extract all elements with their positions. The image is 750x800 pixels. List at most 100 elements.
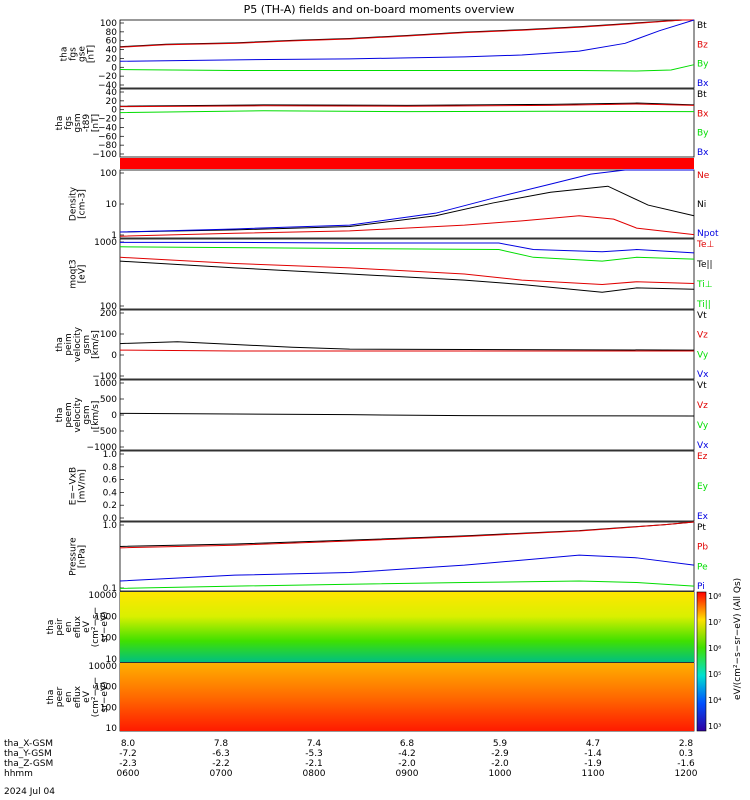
legend-Vx: Vx <box>697 370 709 380</box>
legend-Vz: Vz <box>697 401 708 411</box>
legend-Npot: Npot <box>697 229 719 239</box>
ylabel-line: gsm <box>82 405 92 424</box>
xlabel-value: -5.3 <box>305 749 323 759</box>
ylabel-line: sr−eV) <box>100 611 110 642</box>
legend-Ti⊥: Ti⊥ <box>696 280 713 290</box>
ylabel-line: velocity <box>73 397 83 433</box>
legend-Vy: Vy <box>697 421 709 431</box>
series-By <box>119 64 695 72</box>
legend-Ey: Ey <box>697 482 709 492</box>
ytick-label: 40 <box>106 88 118 98</box>
panel-frame <box>119 309 695 380</box>
colorbar-tick: 10⁵ <box>708 670 721 679</box>
series-Bt <box>119 19 694 48</box>
legend-Pb: Pb <box>697 543 708 553</box>
ylabel-line: peim <box>64 333 74 356</box>
xlabel-value: 1100 <box>582 769 605 779</box>
panel-peim_velocity: 200 100 0 −100 tha peim velocity gsm [km/s] Vt Vz V… <box>55 309 709 382</box>
series-Pt <box>119 521 695 547</box>
ytick-label: 100 <box>100 634 117 644</box>
colorbar-label: eV/(cm²−s−sr−eV) (All Qs) <box>733 578 743 700</box>
ytick-label: −60 <box>98 132 117 142</box>
colorbar-tick: 10⁶ <box>708 644 721 653</box>
legend-Vt: Vt <box>697 311 707 321</box>
series-Pi <box>119 554 695 582</box>
panel-efield: 1.0 0.8 0.6 0.4 0.2 0.0 E=−VxB [mV/m] Ez Ey Ex <box>69 450 709 524</box>
colorbar-tick: 10³ <box>708 722 721 731</box>
ylabel-line: [nT] <box>87 45 97 63</box>
ytick-label: 40 <box>106 46 118 56</box>
xlabel-row-name: tha_Z-GSM <box>4 759 53 769</box>
date-label: 2024 Jul 04 <box>4 787 55 797</box>
panel-density: 100 10 1 Density [cm-3] Ne Ni Npot <box>69 169 719 241</box>
legend-Ez: Ez <box>697 452 708 462</box>
ylabel-line: eflux <box>73 615 83 638</box>
xlabel-value: 0800 <box>303 769 326 779</box>
panel-frame <box>119 19 695 89</box>
ylabel-line: fgs <box>64 116 74 130</box>
flag-bar <box>120 158 694 169</box>
ylabel-line: tha <box>55 408 65 423</box>
ytick-label: 0.1 <box>103 584 117 594</box>
ylabel-line: eflux <box>73 685 83 708</box>
ytick-label: 0 <box>111 351 117 361</box>
xlabel-value: 1000 <box>489 769 512 779</box>
ytick-label: 500 <box>100 395 117 405</box>
ylabel-line: peer <box>55 686 65 707</box>
panel-frame <box>119 238 695 310</box>
legend-Vy: Vy <box>697 350 709 360</box>
ylabel-line: [nPa] <box>78 545 88 568</box>
ytick-label: 20 <box>106 54 118 64</box>
xlabel-value: -1.9 <box>584 759 602 769</box>
xlabel-value: 4.7 <box>586 739 600 749</box>
xlabel-value: -1.4 <box>584 749 602 759</box>
legend-Bt: Bt <box>697 90 707 100</box>
series-Ne <box>119 215 695 237</box>
ytick-label: −500 <box>92 427 117 437</box>
series-Npot <box>119 169 694 233</box>
ylabel-line: tha <box>46 690 56 705</box>
xlabel-value: -6.3 <box>212 749 230 759</box>
ylabel-line: peir <box>55 618 65 636</box>
legend-Pe: Pe <box>697 562 708 572</box>
ytick-label: 1.0 <box>103 450 118 460</box>
legend-By: By <box>697 60 709 70</box>
xlabel-value: -2.9 <box>491 749 509 759</box>
series-Ti|| <box>119 246 695 262</box>
ylabel-line: tha <box>60 47 70 62</box>
xlabel-value: 8.0 <box>121 739 136 749</box>
legend-Bx: Bx <box>697 79 709 89</box>
ylabel-line: en <box>64 691 74 702</box>
series-Ti⊥ <box>120 241 695 254</box>
legend-Ni: Ni <box>697 200 706 210</box>
xlabel-value: 5.9 <box>493 739 508 749</box>
ytick-label: 10 <box>106 200 118 210</box>
xlabel-value: -2.0 <box>491 759 509 769</box>
ytick-label: −20 <box>98 72 117 82</box>
ylabel-line: [nT] <box>91 114 101 132</box>
panel-peem_velocity: 1000 500 0 −500 −1000 tha peem velocity gsm [km/s… <box>55 379 709 453</box>
colorbar-tick: 10⁸ <box>708 592 721 601</box>
colorbar-tick: 10⁷ <box>708 618 721 627</box>
panel-temperature: 1000 100 moqt3 [eV] Te⊥ Te|| Ti⊥ Ti|| <box>69 238 715 312</box>
peer-spectrogram <box>120 663 694 731</box>
legend-Pt: Pt <box>697 523 706 533</box>
xlabel-value: -7.2 <box>119 749 137 759</box>
ytick-label: 1000 <box>94 612 117 622</box>
series-Ni <box>119 185 695 233</box>
ylabel-line: (cm²−s− <box>91 677 101 718</box>
legend-Vx: Vx <box>697 441 709 451</box>
ylabel-line: [mV/m] <box>78 469 88 503</box>
xlabel-value: 0700 <box>210 769 233 779</box>
series-Pb <box>119 521 695 549</box>
xlabel-row-name: hhmm <box>4 769 33 779</box>
legend-By: By <box>697 129 709 139</box>
series-Vz <box>119 349 694 352</box>
ylabel-line: en <box>64 621 74 632</box>
legend-Ne: Ne <box>697 171 710 181</box>
ytick-label: 60 <box>106 37 118 47</box>
ytick-label: 20 <box>106 97 118 107</box>
ytick-label: 0.8 <box>103 463 118 473</box>
